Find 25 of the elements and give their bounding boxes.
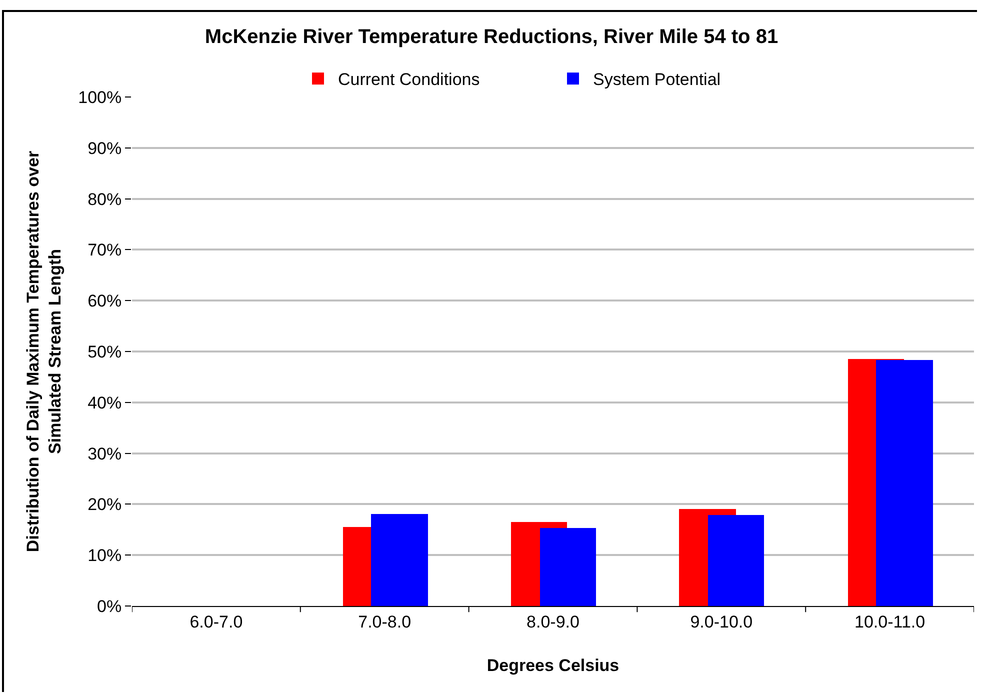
y-tick-label: 100% [78, 88, 122, 107]
y-tick-label: 40% [88, 393, 122, 412]
y-tick-label: 50% [88, 342, 122, 362]
y-tick-label: 90% [88, 138, 122, 158]
y-tick-label: 80% [88, 190, 122, 209]
bar [540, 528, 596, 606]
bar [708, 515, 764, 606]
chart-title: McKenzie River Temperature Reductions, River Mile 54 to 81 [204, 26, 778, 48]
x-tick-label: 9.0-10.0 [690, 612, 753, 632]
bar [876, 360, 933, 606]
x-tick-label: 8.0-9.0 [526, 612, 580, 632]
bar [371, 514, 428, 606]
x-tick-label: 6.0-7.0 [190, 612, 243, 632]
legend-label: System Potential [593, 70, 721, 90]
y-tick-label: 20% [88, 495, 122, 514]
y-tick-label: 0% [97, 596, 122, 616]
legend-label: Current Conditions [338, 70, 480, 90]
x-tick-label: 7.0-8.0 [358, 612, 412, 632]
y-tick-label: 10% [88, 546, 122, 566]
x-axis-title: Degrees Celsius [486, 656, 620, 675]
y-tick-label: 30% [88, 444, 122, 464]
y-tick-label: 70% [88, 240, 122, 260]
x-tick-label: 10.0-11.0 [854, 612, 926, 632]
y-axis-title: Distribution of Daily Maximum Temperatures over Simulated Stream Length [24, 150, 65, 552]
y-tick-label: 60% [88, 292, 122, 311]
